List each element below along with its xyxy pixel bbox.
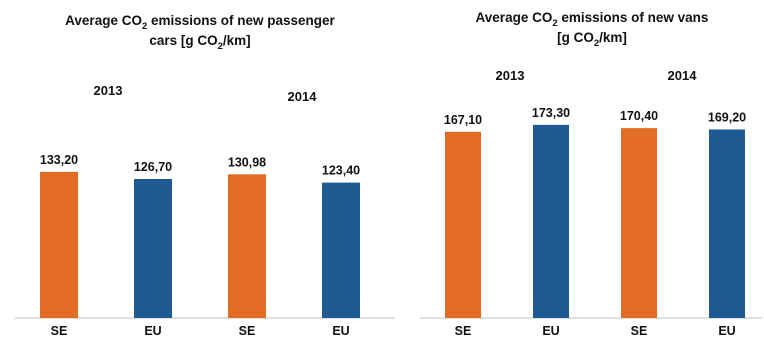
chart-title: Average CO2 emissions of new vans [476,10,709,29]
chart-subtitle: cars [g CO2/km] [149,33,250,52]
x-tick-label: EU [542,324,559,338]
bar-series: 133,20 SE 126,70 EU 130,98 SE 123,40 EU [40,153,360,338]
x-tick-label: SE [455,324,472,338]
chart-title: Average CO2 emissions of new passenger [65,13,335,32]
group-label-2014: 2014 [288,89,318,104]
bar-se-0 [40,171,78,318]
data-label: 170,40 [620,109,658,123]
chart-subtitle: [g CO2/km] [557,30,627,49]
group-label-2013: 2013 [94,83,123,98]
bar-se-2 [228,174,266,318]
x-tick-label: EU [144,324,161,338]
group-label-2014: 2014 [668,68,698,83]
data-label: 126,70 [134,160,172,174]
x-tick-label: SE [239,324,256,338]
x-tick-label: EU [332,324,349,338]
x-tick-label: SE [51,324,68,338]
bar-eu-1 [134,178,172,318]
data-label: 123,40 [322,164,360,178]
x-tick-label: EU [718,324,735,338]
data-label: 167,10 [444,113,482,127]
chart-passenger-cars: Average CO2 emissions of new passenger c… [15,13,395,338]
data-label: 173,30 [532,106,570,120]
bar-se-2 [621,128,657,318]
bar-eu-3 [709,129,745,318]
bar-series: 167,10 SE 173,30 EU 170,40 SE 169,20 EU [444,106,746,338]
chart-vans: Average CO2 emissions of new vans [g CO2… [420,10,762,338]
group-label-2013: 2013 [496,68,525,83]
data-label: 133,20 [40,153,78,167]
bar-eu-1 [533,124,569,318]
data-label: 130,98 [228,155,266,169]
bar-se-0 [445,131,481,318]
data-label: 169,20 [708,110,746,124]
x-tick-label: SE [631,324,648,338]
bar-eu-3 [322,182,360,318]
